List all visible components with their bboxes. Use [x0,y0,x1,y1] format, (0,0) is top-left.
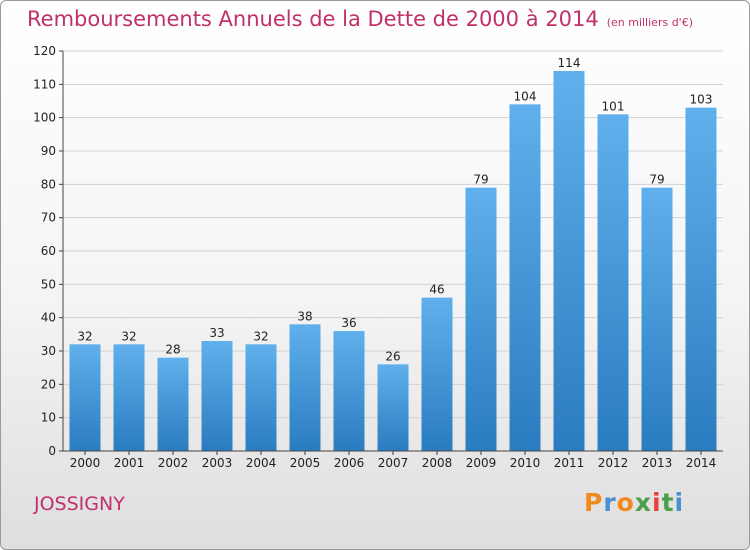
x-tick-label: 2005 [290,456,321,470]
bar-value-label: 114 [558,56,581,70]
x-tick-label: 2006 [334,456,365,470]
bar-value-label: 32 [253,329,268,343]
y-tick-label: 0 [48,444,56,458]
bar-2007 [377,364,409,451]
bar-value-label: 33 [209,326,224,340]
bar-2008 [421,297,453,451]
bar-value-label: 103 [690,93,713,107]
bar-2002 [157,357,189,451]
y-tick-label: 70 [41,211,56,225]
x-tick-label: 2003 [202,456,233,470]
x-tick-label: 2012 [598,456,629,470]
y-tick-label: 90 [41,144,56,158]
x-tick-label: 2009 [466,456,497,470]
y-tick-label: 30 [41,344,56,358]
y-tick-label: 100 [33,111,56,125]
bar-2004 [245,344,277,451]
chart-unit: (en milliers d'€) [606,16,693,29]
y-tick-label: 20 [41,377,56,391]
x-tick-label: 2013 [642,456,673,470]
bar-value-label: 79 [473,173,488,187]
proxiti-logo: Proxiti [584,488,684,517]
bars: 32 32 28 33 32 38 36 26 46 79 104 114 101 79 103 [69,56,717,452]
y-tick-label: 110 [33,77,56,91]
logo-letter: i [674,488,685,517]
bar-value-label: 26 [385,349,400,363]
y-tick-label: 10 [41,411,56,425]
logo-letter: o [616,488,635,517]
logo-letter: P [584,488,604,517]
x-tick-label: 2008 [422,456,453,470]
bar-2005 [289,324,321,451]
commune-name: JOSSIGNY [34,493,125,515]
bar-2011 [553,71,585,451]
bar-2010 [509,104,541,451]
y-tick-label: 60 [41,244,56,258]
bar-value-label: 79 [649,173,664,187]
bar-value-label: 104 [514,89,537,103]
bar-value-label: 28 [165,343,180,357]
bar-2000 [69,344,101,451]
bar-value-label: 38 [297,309,312,323]
x-tick-label: 2010 [510,456,541,470]
y-tick-label: 50 [41,277,56,291]
bar-value-label: 32 [121,329,136,343]
bar-value-label: 46 [429,283,444,297]
logo-letter: x [634,488,652,517]
x-tick-label: 2007 [378,456,409,470]
bar-2012 [597,114,629,451]
chart-title: Remboursements Annuels de la Dette de 20… [27,7,693,31]
logo-letter: i [652,488,662,517]
y-tick-label: 40 [41,311,56,325]
x-tick-label: 2004 [246,456,277,470]
logo-letter: t [661,488,675,517]
bar-value-label: 36 [341,316,356,330]
bar-value-label: 101 [602,99,625,113]
bar-2001 [113,344,145,451]
y-tick-label: 120 [33,44,56,58]
x-tick-label: 2000 [70,456,101,470]
bar-2013 [641,187,673,451]
y-tick-label: 80 [41,177,56,191]
x-tick-label: 2001 [114,456,145,470]
bar-value-label: 32 [77,329,92,343]
y-axis: 0 10 20 30 40 50 60 70 80 90 100 110 120 [33,44,64,458]
logo-letter: r [603,488,617,517]
bar-2014 [685,107,717,452]
bar-2003 [201,341,233,451]
chart-title-text: Remboursements Annuels de la Dette de 20… [27,7,599,31]
bar-2009 [465,187,497,451]
x-tick-label: 2014 [686,456,717,470]
bar-2006 [333,331,365,451]
x-tick-label: 2011 [554,456,585,470]
x-axis: 2000 2001 2002 2003 2004 2005 2006 2007 2008 2009… [63,450,723,470]
x-tick-label: 2002 [158,456,189,470]
